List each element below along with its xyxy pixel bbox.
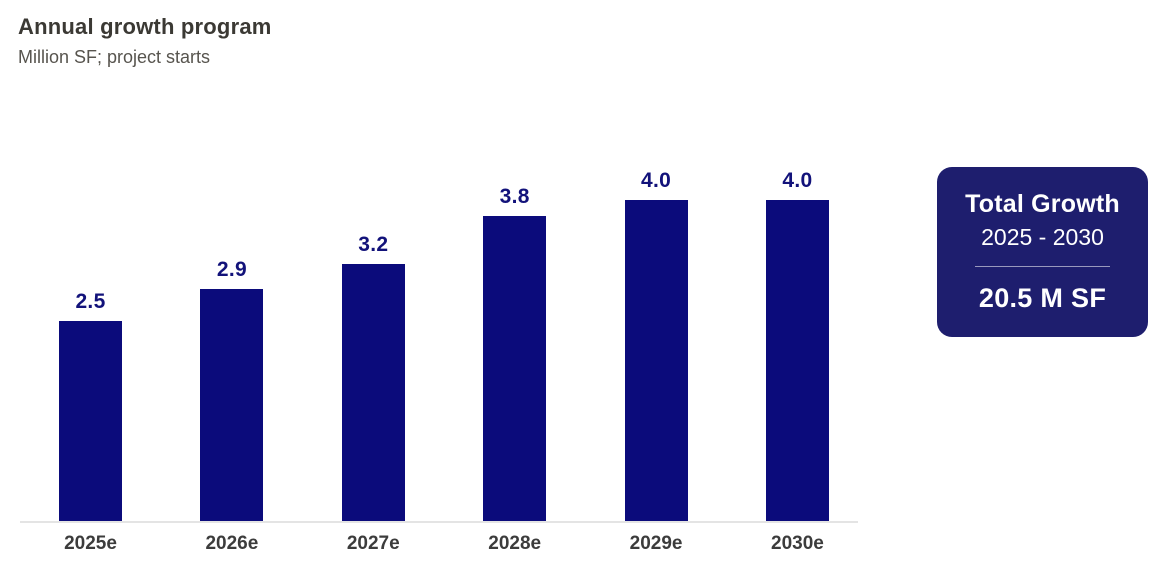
chart-header: Annual growth program Million SF; projec… — [18, 14, 272, 68]
bar-group: 2.9 — [200, 258, 264, 522]
x-axis-label: 2030e — [771, 533, 824, 554]
x-axis-line — [20, 521, 858, 523]
bar-group: 3.2 — [341, 233, 405, 522]
bar-value-label: 3.8 — [499, 185, 530, 208]
card-period: 2025 - 2030 — [981, 224, 1104, 250]
bar-value-label: 2.9 — [216, 258, 247, 281]
bar — [59, 321, 122, 522]
card-value: 20.5 M SF — [978, 283, 1107, 313]
x-axis-labels: 2025e 2026e 2027e 2028e 2029e 2030e — [59, 533, 829, 555]
x-axis-label: 2029e — [629, 533, 683, 554]
x-axis-label: 2026e — [205, 533, 259, 554]
bar-group: 4.0 — [765, 169, 829, 522]
bar-value-label: 3.2 — [358, 233, 389, 256]
bar-value-label: 4.0 — [782, 169, 813, 192]
x-axis-label: 2025e — [64, 533, 117, 554]
bar — [483, 216, 547, 522]
bar — [200, 289, 264, 522]
chart-bars-area: 2.5 2.9 3.2 3.8 4.0 4.0 — [59, 160, 829, 522]
total-growth-card: Total Growth 2025 - 2030 20.5 M SF — [937, 167, 1148, 337]
x-axis-label: 2028e — [488, 533, 542, 554]
x-axis-label: 2027e — [346, 533, 400, 554]
card-divider — [975, 266, 1110, 267]
bar-group: 4.0 — [624, 169, 688, 522]
bar — [765, 200, 829, 522]
bar-group: 2.5 — [59, 290, 122, 522]
chart-subtitle: Million SF; project starts — [18, 47, 211, 67]
bar-group: 3.8 — [483, 185, 547, 522]
bar — [624, 200, 688, 522]
bar — [341, 264, 405, 522]
bar-value-label: 4.0 — [641, 169, 672, 192]
card-title: Total Growth — [965, 190, 1120, 218]
bar-value-label: 2.5 — [75, 290, 106, 313]
chart-title: Annual growth program — [18, 14, 272, 39]
